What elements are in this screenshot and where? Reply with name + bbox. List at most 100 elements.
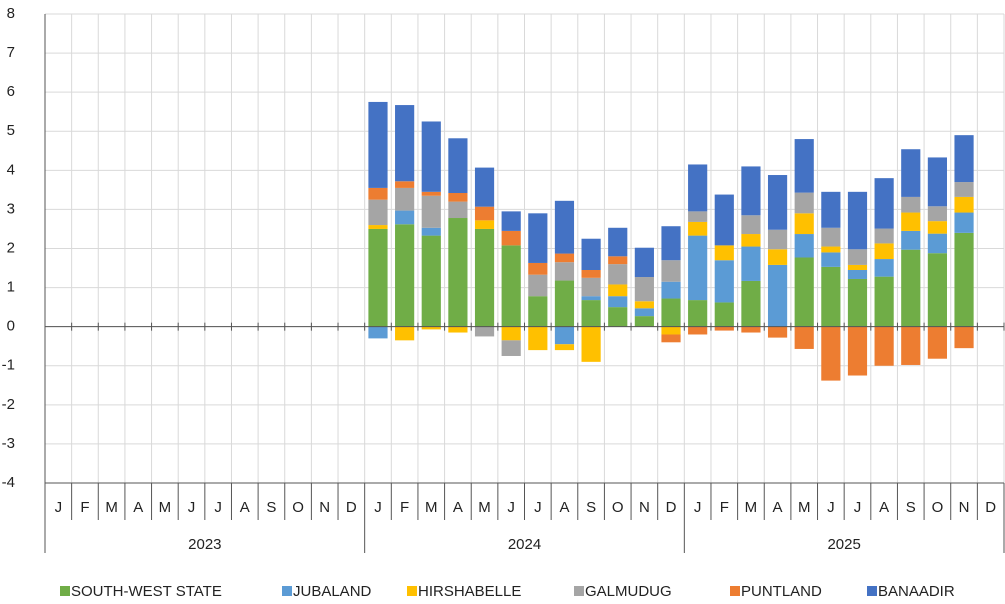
bar-segment <box>847 249 868 265</box>
bar-segment <box>874 243 894 260</box>
bar-segment <box>874 228 894 244</box>
x-tick-label: M <box>798 499 811 516</box>
bar-segment <box>794 234 814 258</box>
bar-segment <box>634 247 654 278</box>
x-tick-label: N <box>959 499 970 516</box>
bar-segment <box>954 196 974 213</box>
bar-segment <box>395 181 415 188</box>
bar-segment <box>954 212 974 233</box>
bar-segment <box>421 235 441 327</box>
bar-segment <box>874 178 894 229</box>
bar-segment <box>661 260 681 282</box>
x-tick-label: A <box>773 499 783 516</box>
bar-segment <box>767 264 788 327</box>
bar-segment <box>581 238 601 270</box>
x-tick-label: D <box>985 499 996 516</box>
bar-segment <box>688 326 708 335</box>
bar-segment <box>741 166 761 216</box>
y-tick-label: 1 <box>7 279 15 296</box>
bar-segment <box>847 278 868 327</box>
bar-segment <box>608 256 628 265</box>
bar-segment <box>688 221 708 236</box>
x-tick-label: A <box>133 499 143 516</box>
bar-segment <box>528 296 548 327</box>
bar-segment <box>474 167 495 207</box>
bar-segment <box>501 326 521 341</box>
legend-label: JUBALAND <box>293 583 372 600</box>
x-tick-label: J <box>827 499 835 516</box>
x-tick-label: N <box>319 499 330 516</box>
y-tick-label: 7 <box>7 44 15 61</box>
x-tick-label: A <box>559 499 569 516</box>
bar-segment <box>554 253 575 263</box>
bar-segment <box>474 326 495 337</box>
bar-segment <box>927 326 947 359</box>
bar-segment <box>874 259 894 277</box>
bar-segment <box>954 135 974 183</box>
bar-segment <box>448 193 468 202</box>
bar-segment <box>794 192 814 214</box>
bar-segment <box>901 249 921 327</box>
bar-segment <box>581 277 601 297</box>
bar-segment <box>901 212 921 231</box>
bar-segment <box>421 195 441 228</box>
bar-segment <box>714 302 734 327</box>
bar-segment <box>368 228 388 327</box>
y-tick-label: 3 <box>7 200 15 217</box>
bar-segment <box>767 229 788 250</box>
bar-segment <box>608 307 628 327</box>
bar-segment <box>421 326 441 330</box>
bar-segment <box>821 191 841 228</box>
bar-segment <box>448 326 468 333</box>
x-tick-label: M <box>478 499 491 516</box>
x-tick-label: J <box>188 499 196 516</box>
y-tick-label: 5 <box>7 122 15 139</box>
y-tick-label: -2 <box>2 396 15 413</box>
bar-segment <box>634 308 654 317</box>
bar-segment <box>874 326 894 366</box>
x-tick-label: M <box>425 499 438 516</box>
bar-segment <box>901 326 921 365</box>
bar-segment <box>714 245 734 261</box>
bar-segment <box>634 316 654 327</box>
x-tick-label: J <box>854 499 862 516</box>
x-tick-label: J <box>534 499 542 516</box>
bar-segment <box>661 334 681 343</box>
bar-segment <box>581 326 601 362</box>
bar-segment <box>368 199 388 226</box>
bar-segment <box>901 196 921 213</box>
bar-segment <box>821 246 841 253</box>
x-tick-label: M <box>159 499 172 516</box>
x-tick-label: M <box>105 499 118 516</box>
bar-segment <box>741 280 761 327</box>
bar-segment <box>448 138 468 194</box>
bar-segment <box>501 230 521 246</box>
year-label: 2025 <box>827 536 860 553</box>
legend-label: GALMUDUG <box>585 583 672 600</box>
bar-segment <box>901 230 921 250</box>
bar-segment <box>528 274 548 297</box>
legend-swatch <box>730 586 740 596</box>
y-tick-label: 2 <box>7 239 15 256</box>
bar-segment <box>395 210 415 225</box>
bar-segment <box>954 182 974 197</box>
bar-segment <box>688 211 708 222</box>
bar-segment <box>741 215 761 235</box>
x-tick-label: S <box>266 499 276 516</box>
bar-segment <box>821 266 841 327</box>
year-label: 2023 <box>188 536 221 553</box>
bar-segment <box>741 234 761 247</box>
bar-segment <box>554 280 575 327</box>
y-tick-label: 6 <box>7 83 15 100</box>
bar-segment <box>554 326 575 345</box>
y-tick-label: -1 <box>2 357 15 374</box>
legend-swatch <box>867 586 877 596</box>
x-tick-label: J <box>507 499 515 516</box>
bar-segment <box>794 213 814 235</box>
bar-segment <box>581 296 601 301</box>
bar-segment <box>395 326 415 341</box>
x-tick-label: N <box>639 499 650 516</box>
bar-segment <box>501 211 521 231</box>
legend-label: BANAADIR <box>878 583 955 600</box>
x-tick-label: O <box>292 499 304 516</box>
